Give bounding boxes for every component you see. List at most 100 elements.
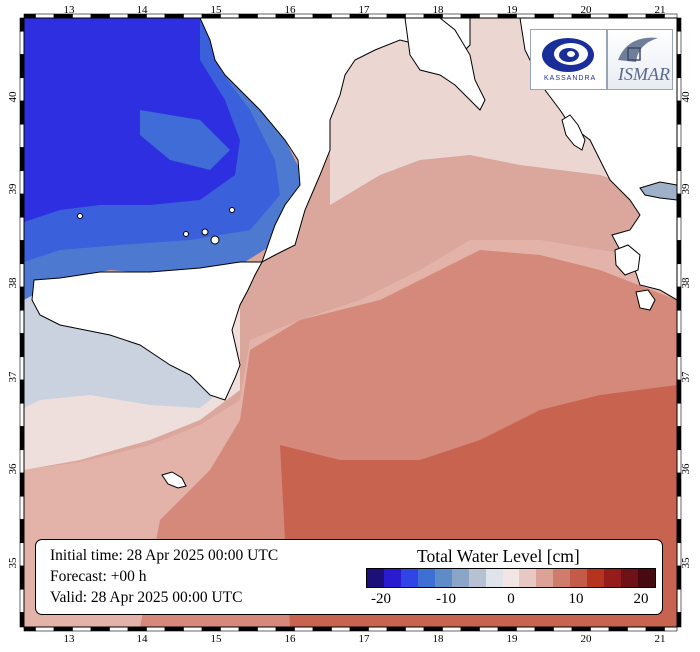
ismar-logo: ISMAR — [607, 29, 673, 90]
frame-tick — [90, 13, 110, 19]
frame-tick — [294, 13, 314, 19]
frame-tick — [19, 193, 25, 218]
frame-tick — [19, 17, 25, 32]
frame-tick — [676, 402, 682, 427]
valid-time-text: Valid: 28 Apr 2025 00:00 UTC — [50, 589, 243, 606]
legend-swatch — [604, 569, 622, 587]
legend-swatch — [400, 569, 418, 587]
frame-tick — [19, 542, 25, 567]
frame-tick — [19, 30, 25, 55]
lon-label-bottom: 16 — [285, 633, 297, 645]
frame-tick — [676, 612, 682, 628]
lat-labels-left: 35 36 37 38 39 40 — [7, 91, 19, 569]
frame-tick — [19, 286, 25, 311]
frame-tick — [19, 263, 25, 288]
frame-tick — [405, 13, 425, 19]
lon-label-bottom: 14 — [137, 633, 149, 645]
kassandra-swirl-icon — [542, 38, 594, 72]
frame-tick — [127, 626, 147, 632]
lat-label-left: 39 — [7, 183, 19, 195]
frame-tick — [164, 626, 184, 632]
legend-swatch — [553, 569, 571, 587]
frame-tick — [516, 626, 536, 632]
frame-tick — [201, 626, 221, 632]
land-sicily — [31, 261, 263, 401]
lon-label-top: 21 — [655, 4, 666, 16]
frame-tick — [627, 13, 647, 19]
frame-tick — [35, 13, 55, 19]
frame-tick — [645, 626, 665, 632]
legend-title: Total Water Level [cm] — [417, 546, 580, 566]
lon-label-bottom: 19 — [507, 633, 519, 645]
frame-tick — [19, 612, 25, 628]
color-scale-bar — [366, 568, 656, 588]
frame-tick — [275, 626, 295, 632]
frame-tick — [676, 588, 682, 613]
frame-tick — [183, 626, 203, 632]
lat-label-right: 38 — [680, 277, 692, 289]
legend-swatch — [502, 569, 520, 587]
lat-label-left: 37 — [7, 371, 19, 383]
frame-tick — [109, 13, 129, 19]
frame-tick — [19, 402, 25, 427]
frame-tick — [516, 13, 536, 19]
lon-label-top: 19 — [507, 4, 519, 16]
frame-tick — [460, 626, 480, 632]
frame-tick — [442, 626, 462, 632]
frame-tick — [664, 626, 678, 632]
frame-tick — [238, 13, 258, 19]
frame-tick — [676, 426, 682, 451]
legend-swatch — [485, 569, 503, 587]
frame-tick — [146, 13, 166, 19]
legend-tick-label: -10 — [436, 591, 456, 607]
frame-tick — [19, 519, 25, 544]
frame-tick — [72, 626, 92, 632]
land-malta — [161, 471, 187, 489]
ismar-wave-icon — [618, 37, 658, 62]
legend-swatch — [367, 569, 384, 587]
frame-tick — [676, 333, 682, 358]
frame-tick — [90, 626, 110, 632]
frame-tick — [349, 626, 369, 632]
kassandra-logo: KASSANDRA — [530, 29, 607, 90]
frame-tick — [479, 626, 499, 632]
frame-tick — [442, 13, 462, 19]
frame-tick — [257, 13, 277, 19]
frame-tick — [183, 13, 203, 19]
frame-tick — [590, 13, 610, 19]
land-stromboli — [229, 207, 235, 213]
frame-tick — [19, 100, 25, 125]
lat-label-left: 40 — [7, 91, 19, 103]
lon-label-top: 15 — [211, 4, 223, 16]
frame-tick — [19, 309, 25, 334]
frame-tick — [386, 13, 406, 19]
frame-tick — [676, 240, 682, 265]
frame-tick — [405, 626, 425, 632]
frame-tick — [676, 286, 682, 311]
frame-tick — [19, 123, 25, 148]
frame-tick — [53, 626, 73, 632]
frame-tick — [257, 626, 277, 632]
initial-time-text: Initial time: 28 Apr 2025 00:00 UTC — [50, 547, 279, 564]
frame-tick — [238, 626, 258, 632]
frame-tick — [368, 13, 388, 19]
frame-tick — [312, 13, 332, 19]
frame-tick — [676, 216, 682, 241]
frame-tick — [608, 626, 628, 632]
frame-tick — [676, 17, 682, 32]
frame-tick — [109, 626, 129, 632]
lat-label-right: 36 — [680, 463, 692, 475]
frame-tick — [590, 626, 610, 632]
frame-tick — [19, 449, 25, 474]
frame-tick — [23, 13, 36, 19]
lat-label-right: 35 — [680, 557, 692, 569]
frame-tick — [553, 626, 573, 632]
frame-tick — [220, 626, 240, 632]
legend-swatch — [451, 569, 469, 587]
frame-tick — [386, 626, 406, 632]
frame-tick — [331, 626, 351, 632]
frame-tick — [676, 309, 682, 334]
frame-tick — [608, 13, 628, 19]
lat-label-left: 38 — [7, 277, 19, 289]
frame-tick — [331, 13, 351, 19]
